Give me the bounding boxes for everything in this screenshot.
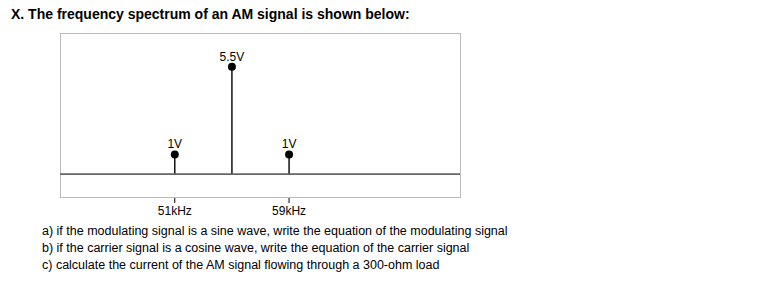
html-text:c) calculate the current of th: c) calculate the current of the AM signa…	[42, 258, 440, 272]
html-text:a) if the modulating signal is: a) if the modulating signal is a sine wa…	[42, 224, 508, 238]
svg-text:5.5V: 5.5V	[220, 50, 245, 64]
svg-text:59kHz: 59kHz	[272, 204, 306, 218]
svg-text:1V: 1V	[167, 137, 182, 151]
svg-text:1V: 1V	[282, 137, 297, 151]
svg-text:51kHz: 51kHz	[158, 204, 192, 218]
html-text:X. The frequency spectrum of a: X. The frequency spectrum of an AM signa…	[11, 6, 410, 22]
html-text:b) if the carrier signal is a: b) if the carrier signal is a cosine wav…	[42, 241, 470, 255]
